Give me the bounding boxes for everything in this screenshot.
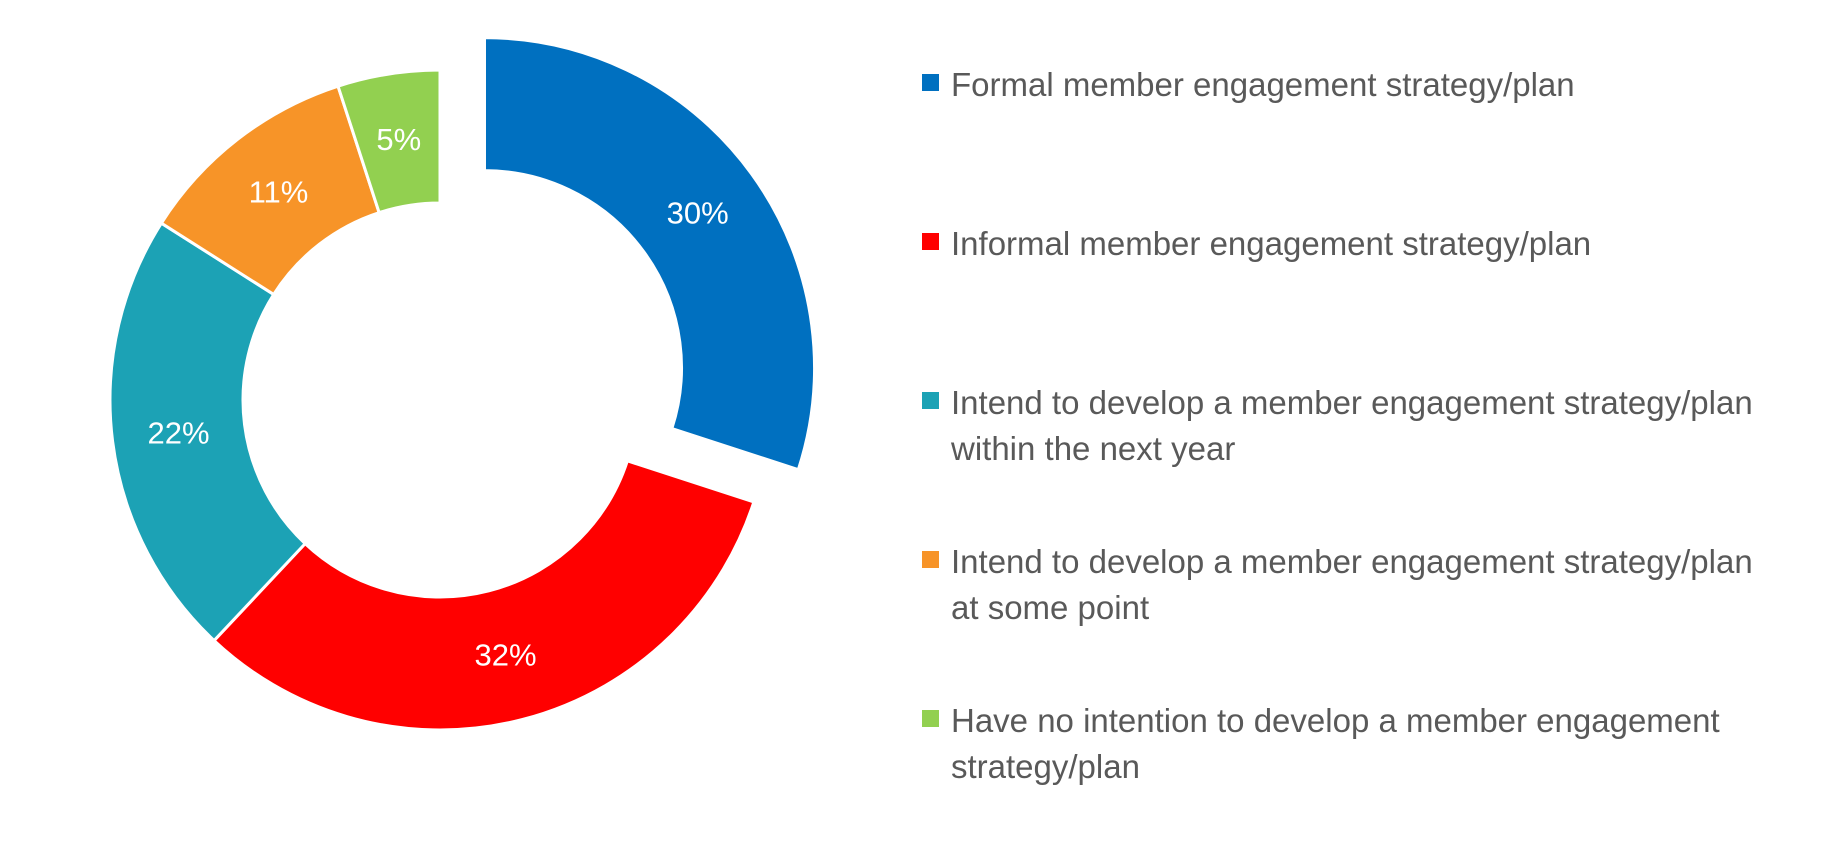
legend-swatch-informal	[922, 233, 939, 250]
legend-item-no-intention: Have no intention to develop a member en…	[922, 698, 1812, 790]
donut-slice-formal	[482, 36, 816, 472]
legend-swatch-formal	[922, 74, 939, 91]
donut-chart: 30% 32% 22% 11% 5%	[108, 36, 816, 732]
donut-slice-next-year	[108, 221, 308, 643]
legend-label-informal: Informal member engagement strategy/plan	[951, 225, 1592, 262]
data-label-informal: 32%	[475, 638, 537, 673]
legend-item-some-point: Intend to develop a member engagement st…	[922, 539, 1812, 631]
legend-swatch-some-point	[922, 551, 939, 568]
legend-label-next-year: Intend to develop a member engagement st…	[951, 384, 1753, 467]
legend-swatch-no-intention	[922, 710, 939, 727]
data-label-no-intention: 5%	[376, 122, 421, 157]
data-label-formal: 30%	[667, 195, 729, 230]
donut-slice-no-intention	[336, 68, 442, 215]
legend-item-informal: Informal member engagement strategy/plan	[922, 221, 1812, 267]
legend-label-formal: Formal member engagement strategy/plan	[951, 66, 1575, 103]
data-label-next-year: 22%	[148, 416, 210, 451]
legend-label-some-point: Intend to develop a member engagement st…	[951, 543, 1753, 626]
legend-item-formal: Formal member engagement strategy/plan	[922, 62, 1812, 108]
donut-slice-informal	[211, 458, 756, 732]
legend-swatch-next-year	[922, 392, 939, 409]
legend-item-next-year: Intend to develop a member engagement st…	[922, 380, 1812, 472]
data-label-some-point: 11%	[249, 174, 309, 209]
legend-label-no-intention: Have no intention to develop a member en…	[951, 702, 1720, 785]
chart-legend: Formal member engagement strategy/plan In…	[922, 0, 1812, 849]
